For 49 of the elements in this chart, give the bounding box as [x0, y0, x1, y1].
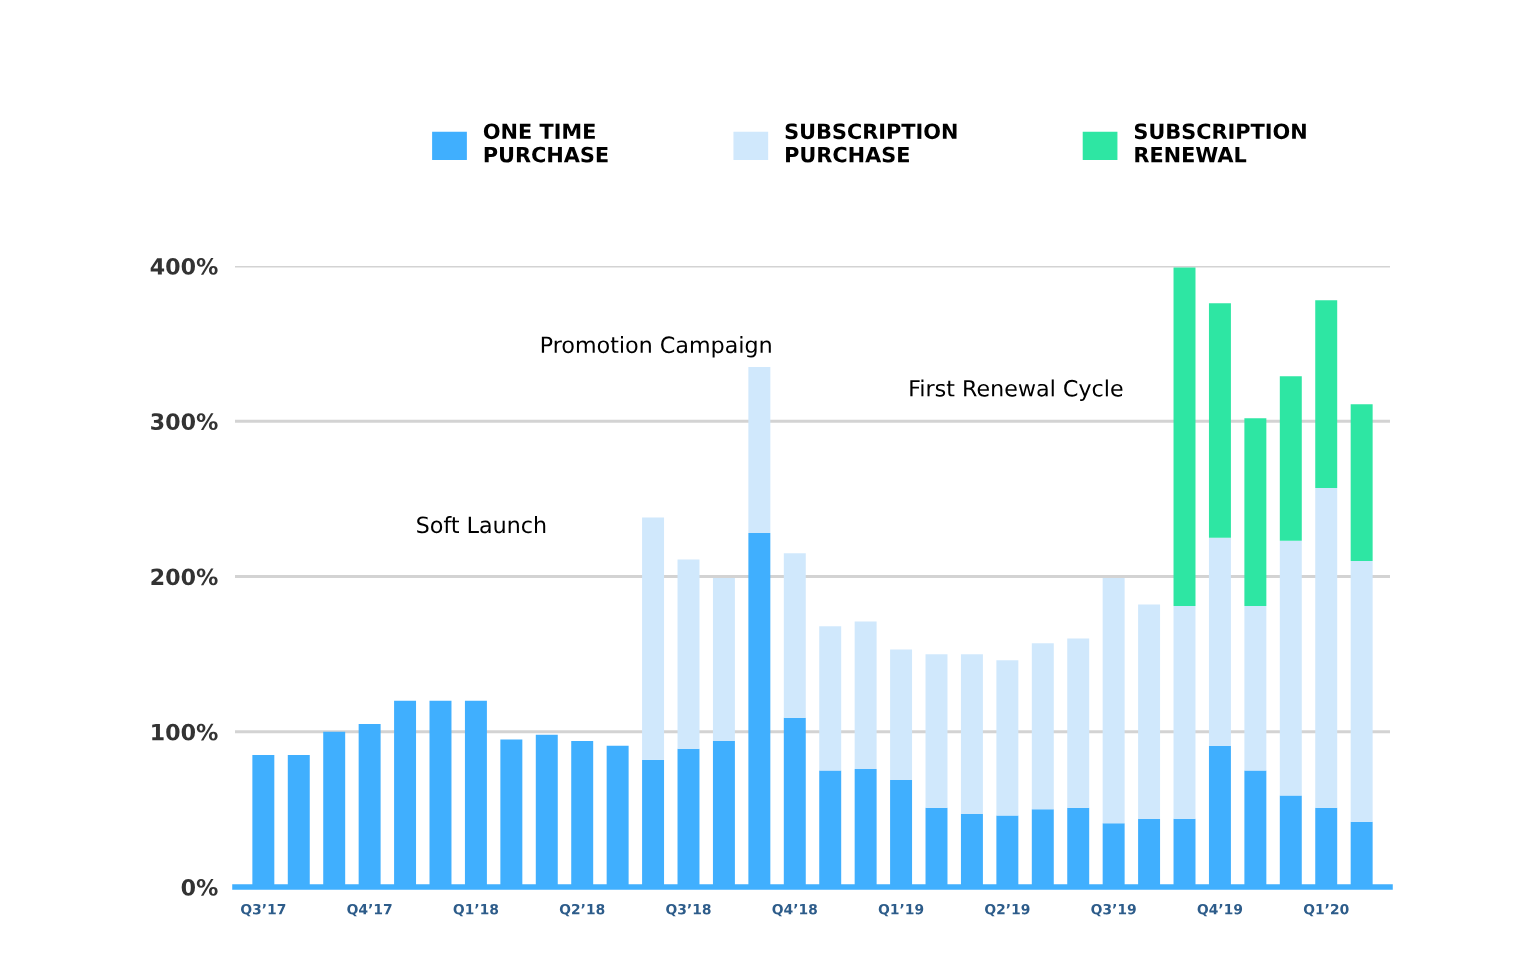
bar [783, 553, 806, 718]
annotation: Promotion Campaign [541, 335, 771, 358]
x-tick-label: Q4’17 [347, 903, 392, 917]
bar [677, 559, 700, 749]
bar [1208, 537, 1231, 746]
x-tick-label: Q3’17 [241, 903, 286, 917]
x-tick-label: Q2’19 [985, 903, 1030, 917]
bar [1208, 303, 1231, 538]
bar [890, 649, 913, 780]
bar [819, 626, 842, 771]
x-tick-label: Q3’19 [1091, 903, 1136, 917]
bar [960, 654, 983, 815]
y-tick-label: 200% [151, 568, 218, 586]
bar [1350, 560, 1373, 822]
bar [712, 578, 735, 742]
legend-label: SUBSCRIPTION RENEWAL [1134, 123, 1306, 163]
bar [996, 660, 1019, 816]
annotation: Soft Launch [417, 516, 546, 534]
bar [1138, 604, 1161, 819]
bar [1350, 404, 1373, 561]
x-tick-label: Q1’19 [878, 903, 924, 917]
y-tick-label: 0% [181, 878, 218, 896]
bar [1173, 267, 1196, 606]
x-tick-label: Q1’18 [453, 903, 499, 917]
x-tick-label: Q2’18 [559, 903, 605, 917]
bar [642, 517, 665, 760]
bar [1244, 606, 1267, 771]
y-tick-label: 100% [152, 723, 218, 741]
bar [748, 366, 771, 534]
bar [1279, 376, 1302, 541]
annotation: First Renewal Cycle [910, 379, 1123, 401]
x-tick-label: Q4’18 [772, 903, 817, 917]
x-tick-label: Q3’18 [666, 903, 711, 917]
legend-label: SUBSCRIPTION PURCHASE [785, 123, 957, 163]
bar [854, 621, 877, 770]
legend-label: ONE TIME PURCHASE [483, 123, 608, 163]
bar [1244, 418, 1267, 606]
bar [1315, 488, 1338, 808]
bar [1031, 643, 1054, 810]
bar [1173, 606, 1196, 819]
x-tick-label: Q4’19 [1197, 903, 1243, 917]
bar [925, 654, 948, 808]
x-tick-label: Q1’20 [1303, 903, 1349, 917]
bar [1067, 638, 1090, 808]
bar [1315, 300, 1338, 489]
bar [1279, 540, 1302, 796]
y-tick-label: 400% [150, 257, 218, 275]
y-tick-label: 300% [151, 413, 218, 431]
bar [1102, 578, 1125, 824]
